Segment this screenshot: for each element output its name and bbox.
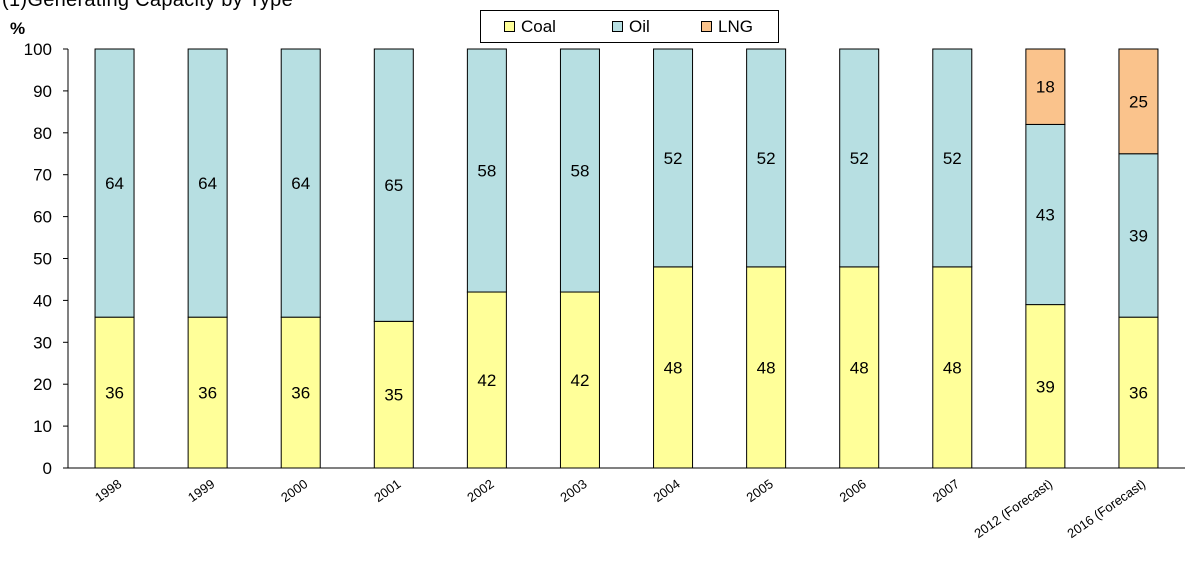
data-label-coal: 48 [757,358,776,377]
bar-segment-oil [187,48,228,318]
data-label-lng: 18 [1036,78,1055,97]
data-label-oil: 52 [664,149,683,168]
data-label-coal: 39 [1036,377,1055,396]
y-axis-unit-label: % [10,19,25,38]
y-tick-label: 10 [33,417,52,436]
y-tick-label: 50 [33,250,52,269]
y-tick-label: 30 [33,333,52,352]
bar-segment-oil [466,48,507,293]
data-label-oil: 58 [570,162,589,181]
legend-label-oil: Oil [629,17,650,36]
y-tick-label: 100 [24,40,52,59]
bar-segment-lng [1025,48,1066,125]
data-label-oil: 58 [477,162,496,181]
bar-segment-oil [280,48,321,318]
data-label-oil: 64 [198,174,217,193]
bar-segment-coal [373,320,414,469]
data-label-oil: 39 [1129,226,1148,245]
y-tick-label: 80 [33,124,52,143]
data-label-oil: 52 [850,149,869,168]
bar-segment-coal [839,266,880,469]
data-label-coal: 48 [943,358,962,377]
bar-segment-coal [187,316,228,469]
bar-segment-coal [1118,316,1159,469]
bar-segment-oil [94,48,135,318]
bar-segment-oil [559,48,600,293]
data-label-oil: 64 [105,174,124,193]
data-label-oil: 52 [757,149,776,168]
bar-segment-coal [559,291,600,469]
x-tick-label: 2012 (Forecast) [971,476,1055,541]
data-label-oil: 64 [291,174,310,193]
bar-segment-oil [1118,153,1159,318]
x-tick-label: 2004 [650,476,682,505]
data-label-coal: 48 [664,358,683,377]
data-label-coal: 35 [384,386,403,405]
y-tick-label: 20 [33,375,52,394]
chart-title: (1)Generating Capacity by Type [2,0,294,11]
x-tick-label: 2001 [371,476,403,505]
y-tick-label: 90 [33,82,52,101]
bar-segment-oil [373,48,414,322]
bar-segment-oil [653,48,694,268]
bar-segment-coal [1025,304,1066,469]
data-label-oil: 43 [1036,206,1055,225]
x-tick-label: 2016 (Forecast) [1064,476,1148,541]
legend-swatch-lng [701,21,712,32]
x-tick-label: 2000 [278,476,310,505]
data-label-coal: 36 [105,384,124,403]
x-tick-label: 2006 [837,476,869,505]
legend-label-lng: LNG [718,17,753,36]
x-tick-label: 1999 [185,476,217,505]
bar-segment-coal [653,266,694,469]
x-tick-label: 2003 [557,476,589,505]
data-label-lng: 25 [1129,92,1148,111]
legend-label-coal: Coal [521,17,556,36]
legend-swatch-coal [504,21,515,32]
y-tick-label: 60 [33,208,52,227]
bar-segment-coal [746,266,787,469]
data-label-coal: 36 [1129,384,1148,403]
bar-segment-oil [839,48,880,268]
x-tick-label: 2005 [744,476,776,505]
bar-segment-coal [280,316,321,469]
x-tick-label: 2002 [464,476,496,505]
y-tick-label: 40 [33,291,52,310]
y-tick-label: 70 [33,166,52,185]
data-label-coal: 36 [291,384,310,403]
bar-segment-lng [1118,48,1159,155]
x-tick-label: 2007 [930,476,962,505]
legend: Coal Oil LNG [480,10,779,43]
bar-segment-coal [932,266,973,469]
bar-segment-oil [1025,123,1066,306]
data-label-coal: 42 [570,371,589,390]
data-label-oil: 65 [384,176,403,195]
data-label-coal: 48 [850,358,869,377]
data-label-coal: 42 [477,371,496,390]
bar-segment-coal [466,291,507,469]
x-tick-label: 1998 [92,476,124,505]
bar-segment-oil [746,48,787,268]
data-label-coal: 36 [198,384,217,403]
bar-segment-oil [932,48,973,268]
y-tick-label: 0 [43,459,52,478]
data-label-oil: 52 [943,149,962,168]
legend-swatch-oil [612,21,623,32]
